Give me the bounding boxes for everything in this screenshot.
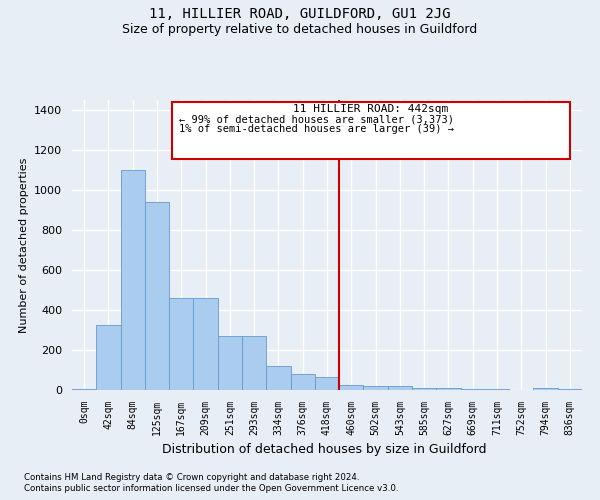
Bar [388,386,412,390]
Text: Contains public sector information licensed under the Open Government Licence v3: Contains public sector information licen… [24,484,398,493]
Bar [242,336,266,390]
Bar [96,325,121,390]
Text: 11, HILLIER ROAD, GUILDFORD, GU1 2JG: 11, HILLIER ROAD, GUILDFORD, GU1 2JG [149,8,451,22]
Bar [218,336,242,390]
Text: 11 HILLIER ROAD: 442sqm: 11 HILLIER ROAD: 442sqm [293,104,448,115]
Bar [121,170,145,390]
Bar [169,298,193,390]
Text: ← 99% of detached houses are smaller (3,373): ← 99% of detached houses are smaller (3,… [179,114,454,124]
Text: Contains HM Land Registry data © Crown copyright and database right 2024.: Contains HM Land Registry data © Crown c… [24,472,359,482]
Y-axis label: Number of detached properties: Number of detached properties [19,158,29,332]
Bar [461,389,485,390]
Bar [436,388,461,390]
Bar [72,389,96,390]
Bar [193,298,218,390]
Text: Size of property relative to detached houses in Guildford: Size of property relative to detached ho… [122,22,478,36]
Bar [364,386,388,390]
Bar [412,388,436,390]
Bar [339,385,364,390]
Bar [290,374,315,390]
Bar [145,202,169,390]
Bar [315,377,339,390]
Text: 1% of semi-detached houses are larger (39) →: 1% of semi-detached houses are larger (3… [179,124,454,134]
Bar [485,389,509,390]
Bar [558,389,582,390]
Bar [533,388,558,390]
FancyBboxPatch shape [172,102,570,159]
Bar [266,366,290,390]
Text: Distribution of detached houses by size in Guildford: Distribution of detached houses by size … [162,442,486,456]
